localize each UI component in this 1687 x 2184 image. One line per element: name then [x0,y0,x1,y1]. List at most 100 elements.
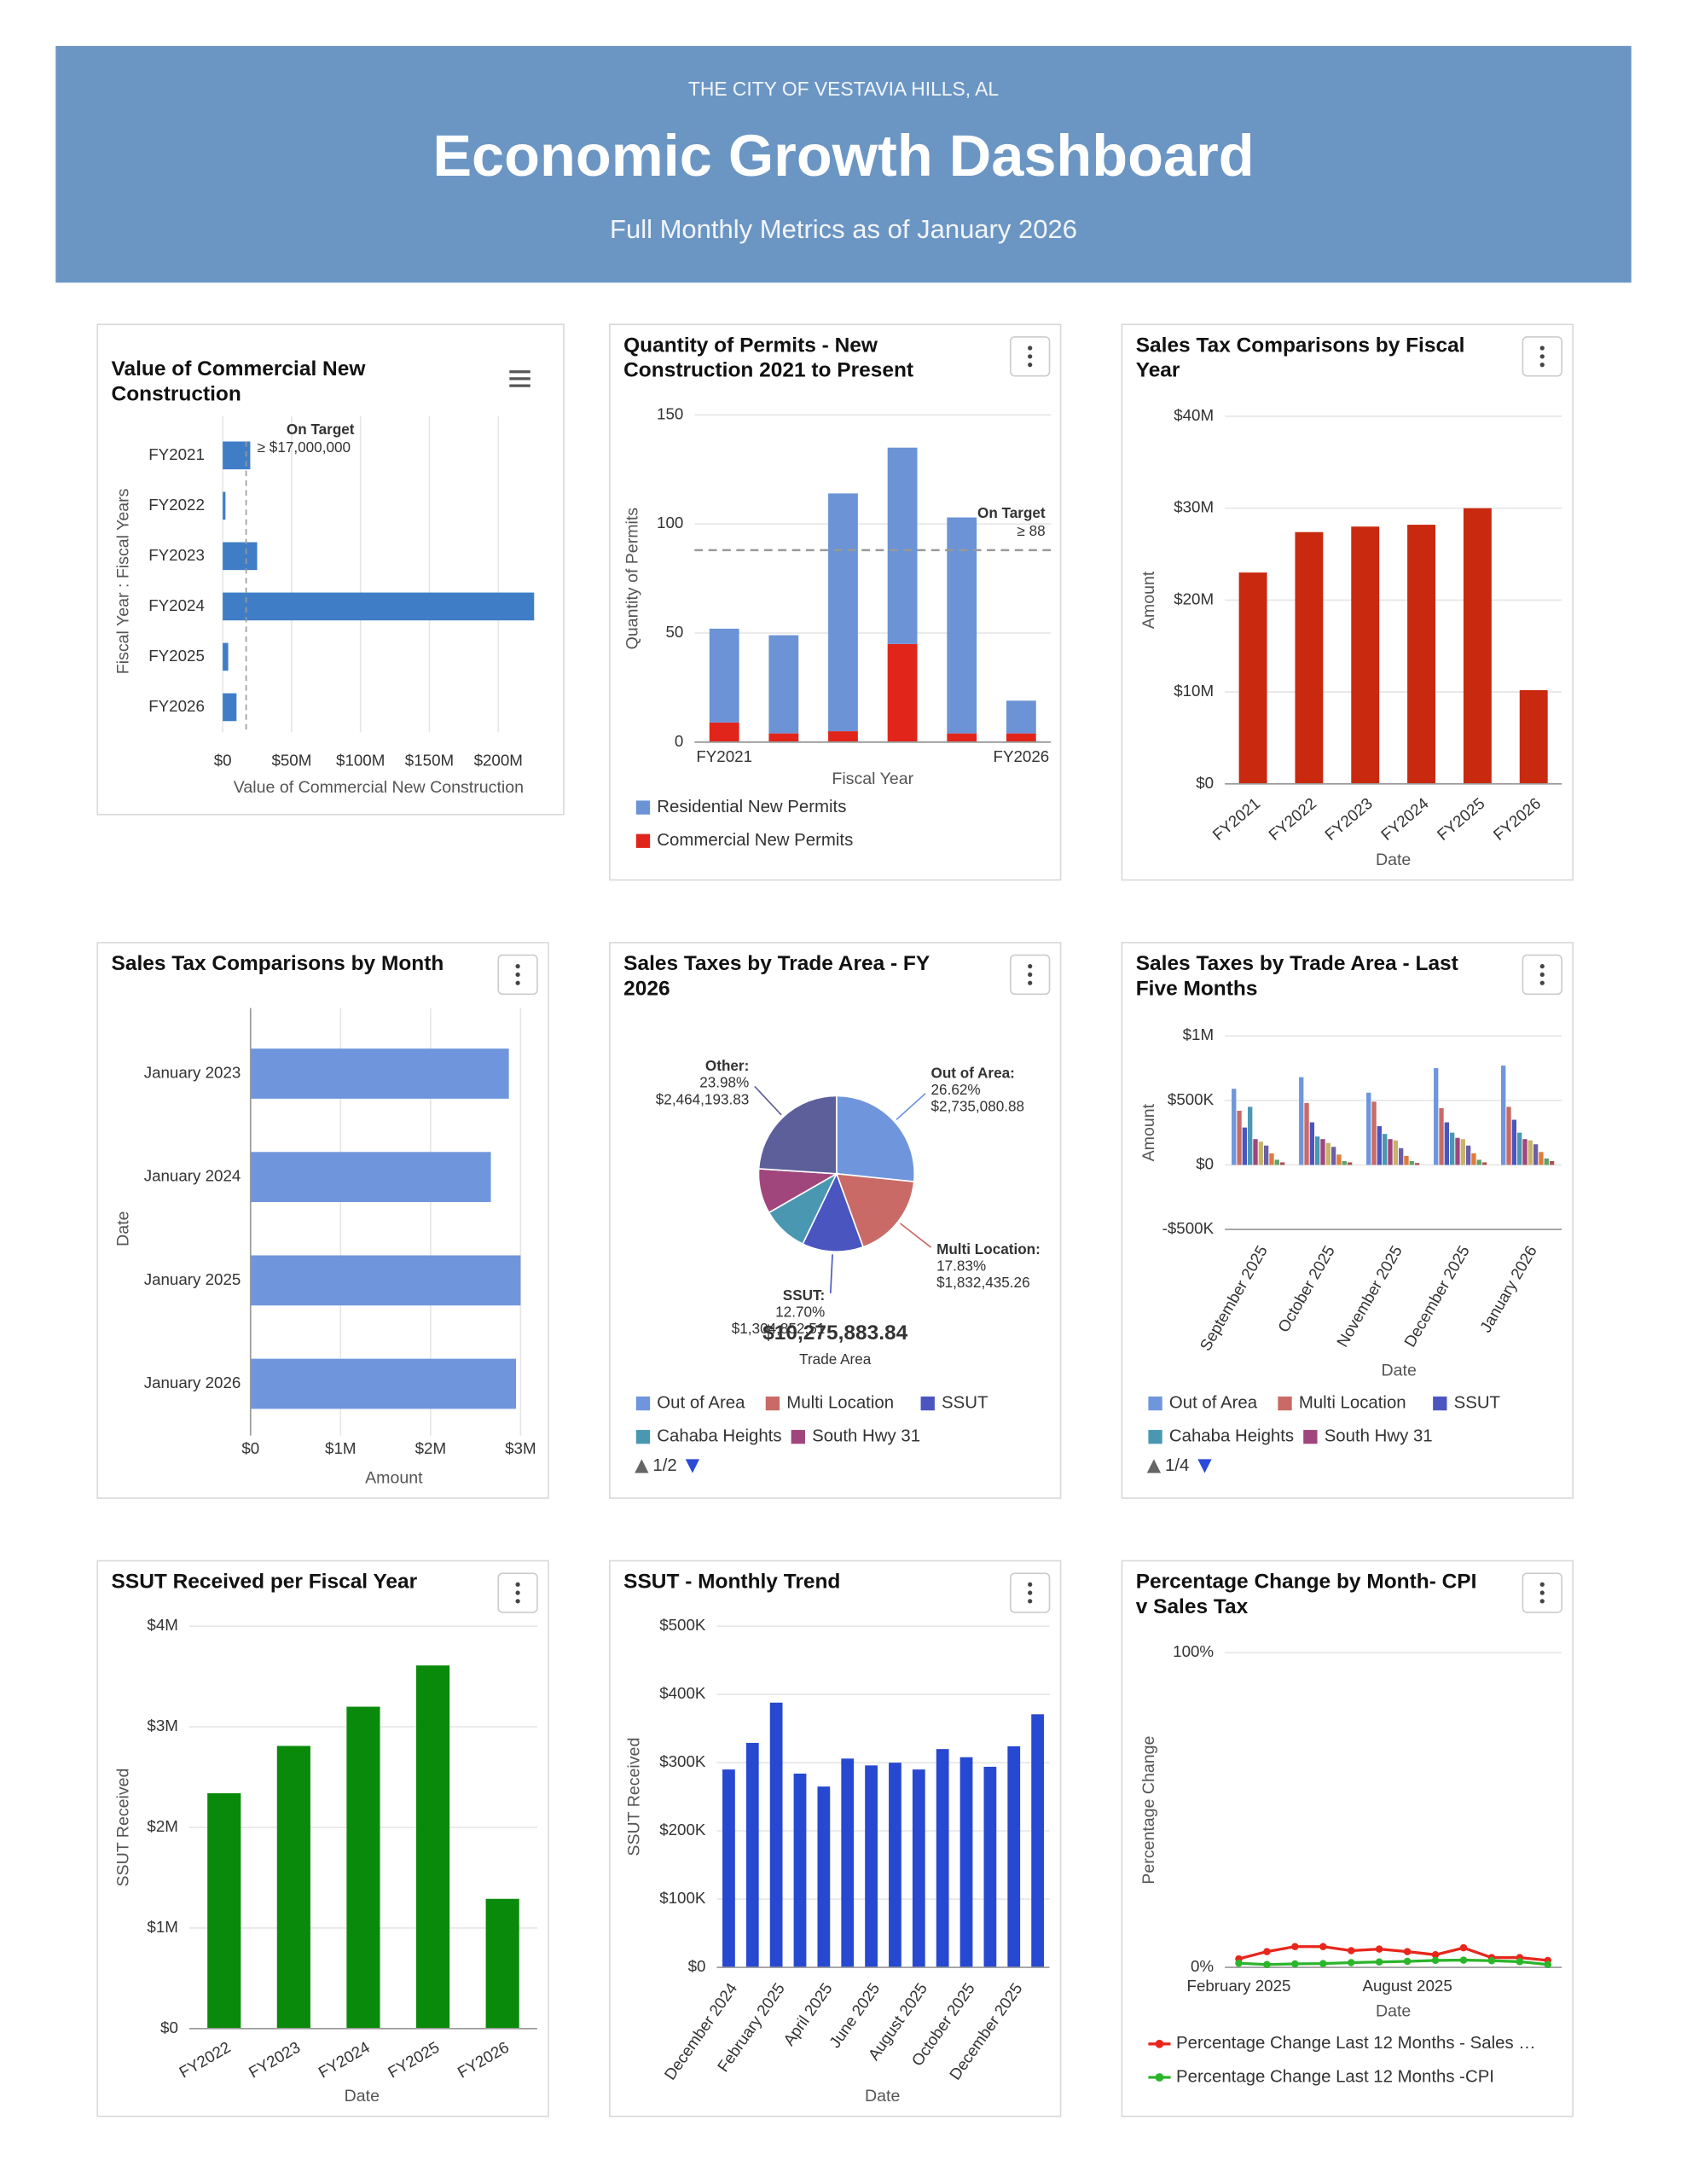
menu-dot[interactable] [515,1590,520,1595]
pie-slice [835,1172,915,1248]
bar-segment [887,447,918,644]
pie-slice [757,1095,838,1175]
x-axis-title: Amount [365,1468,423,1487]
y-axis-title: Amount [1139,571,1158,629]
y-tick-label: 0 [675,732,683,750]
bar [223,642,229,671]
legend-marker [1155,2039,1164,2048]
y-tick-label: -$500K [1162,1219,1215,1237]
data-point [1403,1948,1412,1955]
bar [1539,1152,1544,1165]
y-tick-label: FY2022 [148,496,205,514]
chart-title-line: Sales Taxes by Trade Area - Last [1136,952,1464,975]
menu-dot[interactable] [1539,964,1545,969]
legend-page-up[interactable] [635,1459,649,1473]
menu-dot[interactable] [1539,972,1545,978]
x-tick-label: $2M [415,1439,446,1457]
y-axis-title: Quantity of Permits [623,508,642,650]
data-line [1238,1945,1548,1962]
bar [207,1792,241,2029]
y-tick-label: $0 [160,2018,178,2036]
bar [1528,1140,1533,1165]
menu-dot[interactable] [1028,1599,1033,1604]
legend-label: Cahaba Heights [1169,1427,1294,1446]
menu-dot[interactable] [1028,346,1033,351]
x-axis-title: Date [1376,2001,1411,2020]
header-kicker: THE CITY OF VESTAVIA HILLS, AL [688,78,999,100]
menu-dot[interactable] [515,980,520,985]
menu-dot[interactable] [515,1599,520,1604]
bar-segment [887,643,918,742]
bar [936,1749,949,1968]
bar [1476,1159,1481,1165]
bar [1449,1132,1455,1165]
bar [1351,526,1380,784]
data-point [1459,1956,1468,1964]
x-axis-title: Date [865,2087,900,2106]
menu-dot[interactable] [1028,354,1033,359]
bar [1404,1155,1409,1165]
bar-segment [1006,700,1036,734]
chart-title-line: Quantity of Permits - New [623,334,884,357]
chart-title: SSUT Received per Fiscal Year [112,1571,418,1594]
menu-dot[interactable] [1028,1582,1033,1587]
bar [1506,1107,1511,1165]
bar [1299,1077,1304,1165]
chart-title-line: Construction 2021 to Present [623,359,913,382]
legend-page-up[interactable] [1146,1459,1162,1473]
menu-dot[interactable] [515,964,520,969]
legend-page-down[interactable] [685,1459,700,1473]
data-point [1544,1960,1552,1968]
data-point [1263,1960,1271,1968]
menu-dot[interactable] [1028,1590,1033,1595]
bar [1309,1122,1315,1165]
pie-label-amount: $2,735,080.88 [931,1098,1025,1115]
pie-label-percent: 12.70% [775,1303,825,1320]
bar [817,1786,831,1968]
menu-dot[interactable] [1028,980,1033,985]
legend-page: 1/2 [652,1456,676,1475]
chart-title-line: v Sales Tax [1136,1595,1249,1618]
chart-title-line: Construction [112,383,241,406]
y-tick-label: $1M [1183,1025,1214,1043]
x-tick-label: February 2025 [1187,1977,1291,1995]
legend-swatch [791,1430,805,1444]
menu-dot[interactable] [1028,964,1033,969]
bar-segment [947,733,977,742]
legend-label: Multi Location [1299,1393,1406,1412]
bar [1232,1089,1237,1165]
menu-dot[interactable] [1539,980,1545,985]
data-point [1431,1951,1440,1959]
menu-dot[interactable] [1539,1582,1545,1587]
bar [223,491,226,520]
y-tick-label: 100 [657,514,683,531]
pie-slice [802,1171,865,1252]
menu-dot[interactable] [1539,354,1545,359]
bar [1463,508,1492,784]
menu-dot[interactable] [1539,346,1545,351]
bar [1471,1153,1476,1165]
bar [250,1358,517,1409]
menu-dot[interactable] [1539,362,1545,368]
menu-dot[interactable] [1028,362,1033,368]
data-point [1235,1960,1243,1967]
data-point [1263,1948,1271,1955]
x-axis-title: Date [1381,1362,1416,1380]
menu-dot[interactable] [515,972,520,978]
bar-segment [768,635,799,734]
chart-title-line: Sales Tax Comparisons by Fiscal [1136,334,1471,357]
x-axis-title: Value of Commercial New Construction [234,778,524,797]
menu-dot[interactable] [1539,1590,1545,1595]
chart-panel [96,942,549,1499]
bar [1434,1068,1439,1165]
x-axis-title: Date [345,2087,380,2106]
bar [1544,1158,1549,1165]
header-banner [55,45,1632,283]
legend-page-down[interactable] [1197,1459,1212,1473]
bar [1511,1119,1517,1165]
menu-dot[interactable] [1539,1599,1545,1604]
legend-swatch [635,834,651,848]
bar-segment [768,733,799,742]
menu-dot[interactable] [1028,972,1033,978]
menu-dot[interactable] [515,1582,520,1587]
